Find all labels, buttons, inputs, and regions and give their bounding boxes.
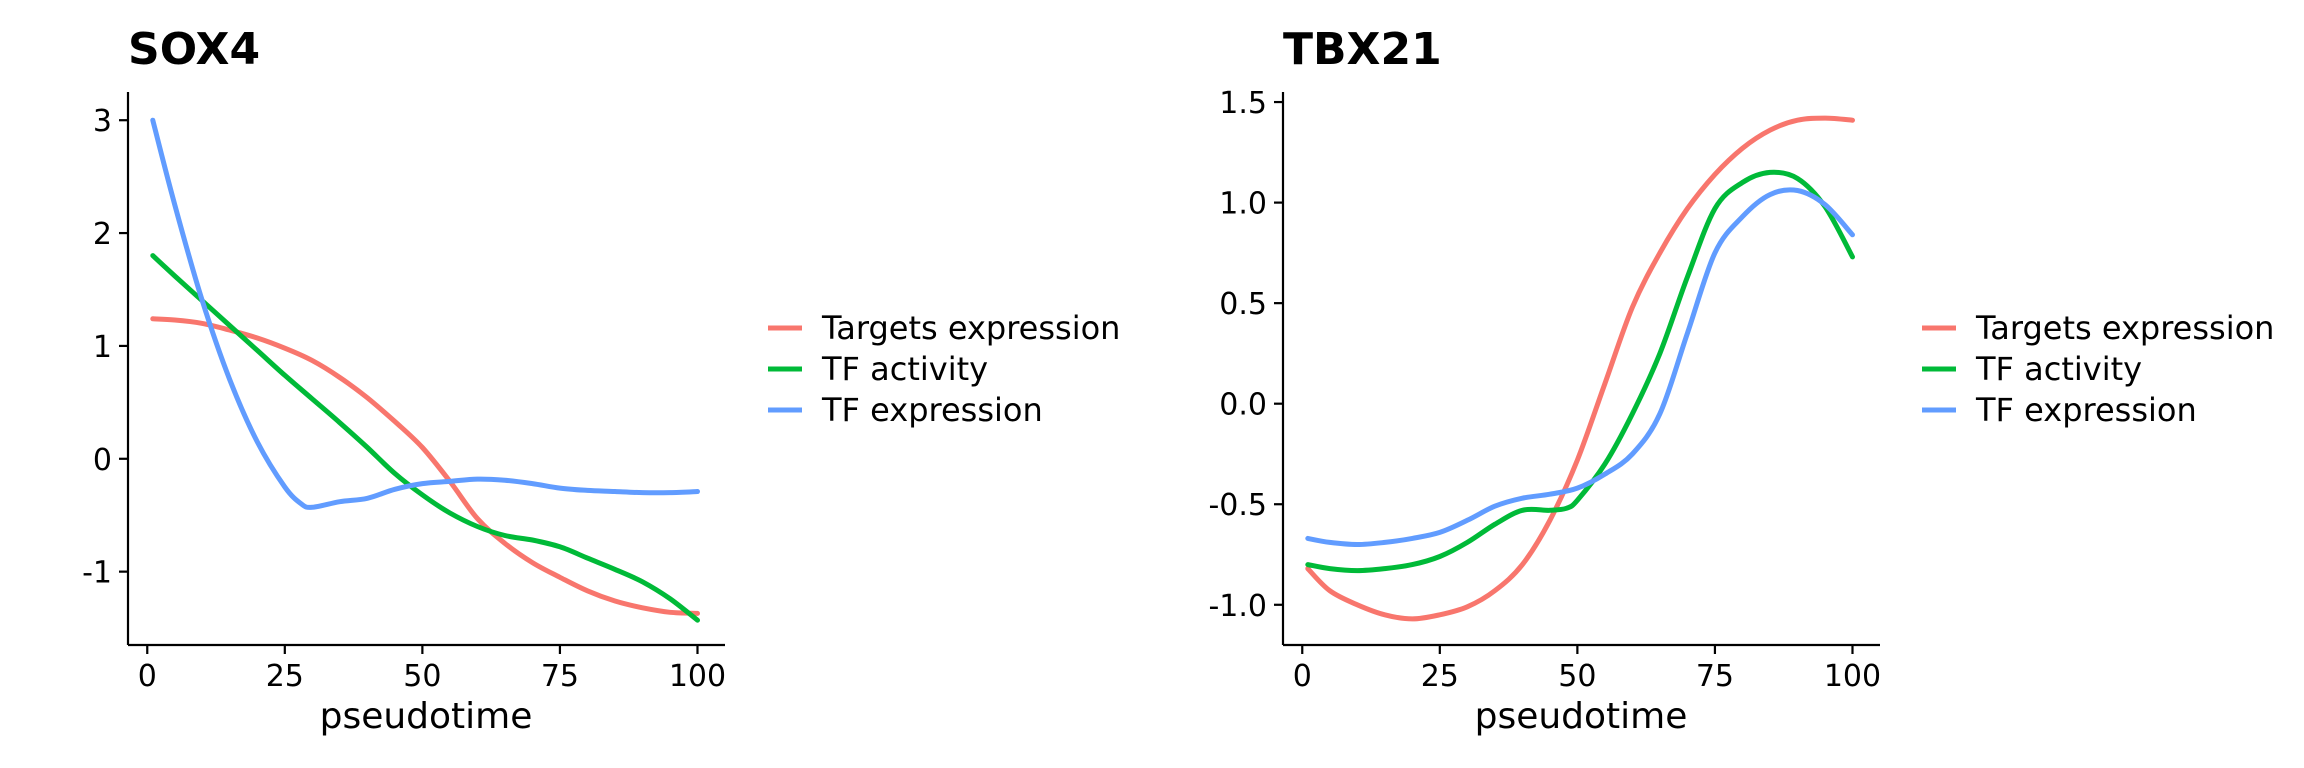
y-tick-label: 1.0 [1219,187,1267,222]
plot-area: 0 25 50 75 100 -1 0 1 2 3 [82,92,726,694]
x-tick-label: 75 [541,659,579,694]
legend-item: TF activity [768,350,988,388]
y-tick-label: -1 [82,556,112,591]
legend-label: TF expression [821,391,1043,429]
x-tick-label: 25 [266,659,304,694]
legend-label: TF activity [821,350,988,388]
x-tick-label: 100 [669,659,726,694]
legend-item: Targets expression [1922,309,2274,347]
legend-item: TF expression [768,391,1043,429]
series-line-targets-expression [1305,115,1855,622]
y-tick-label: 3 [93,104,112,139]
legend-label: TF activity [1975,350,2142,388]
legend-item: Targets expression [768,309,1120,347]
y-tick-label: 0.5 [1219,287,1267,322]
x-axis-title: pseudotime [320,696,533,737]
series-line-tf-expression [1305,187,1855,547]
y-tick-label: -0.5 [1208,488,1267,523]
y-tick-label: 1.5 [1219,86,1267,121]
sox4-panel: SOX4 0 25 50 75 100 -1 0 1 2 3 pseudotime Targets… [82,24,1120,737]
legend-label: Targets expression [821,309,1120,347]
x-tick-label: 0 [138,659,157,694]
legend-item: TF expression [1922,391,2197,429]
legend-label: Targets expression [1975,309,2274,347]
panel-title: SOX4 [128,24,260,75]
series-line-tf-activity [1305,169,1855,574]
tbx21-panel: TBX21 0 25 50 75 100 -1.0 -0.5 0.0 0.5 1.0 1.5 pse… [1208,24,2274,737]
legend-label: TF expression [1975,391,2197,429]
x-tick-label: 75 [1696,659,1734,694]
legend-item: TF activity [1922,350,2142,388]
x-tick-label: 50 [403,659,441,694]
panel-title: TBX21 [1283,24,1442,75]
y-tick-label: -1.0 [1208,589,1267,624]
x-tick-label: 0 [1293,659,1312,694]
x-tick-label: 100 [1824,659,1881,694]
x-tick-label: 25 [1421,659,1459,694]
y-tick-label: 1 [93,330,112,365]
series-line-tf-activity [150,253,700,623]
x-axis-title: pseudotime [1475,696,1688,737]
series-line-tf-expression [150,117,700,510]
x-tick-label: 50 [1558,659,1596,694]
y-tick-label: 0 [93,443,112,478]
plot-area: 0 25 50 75 100 -1.0 -0.5 0.0 0.5 1.0 1.5 [1208,86,1881,694]
y-tick-label: 2 [93,217,112,252]
y-tick-label: 0.0 [1219,388,1267,423]
